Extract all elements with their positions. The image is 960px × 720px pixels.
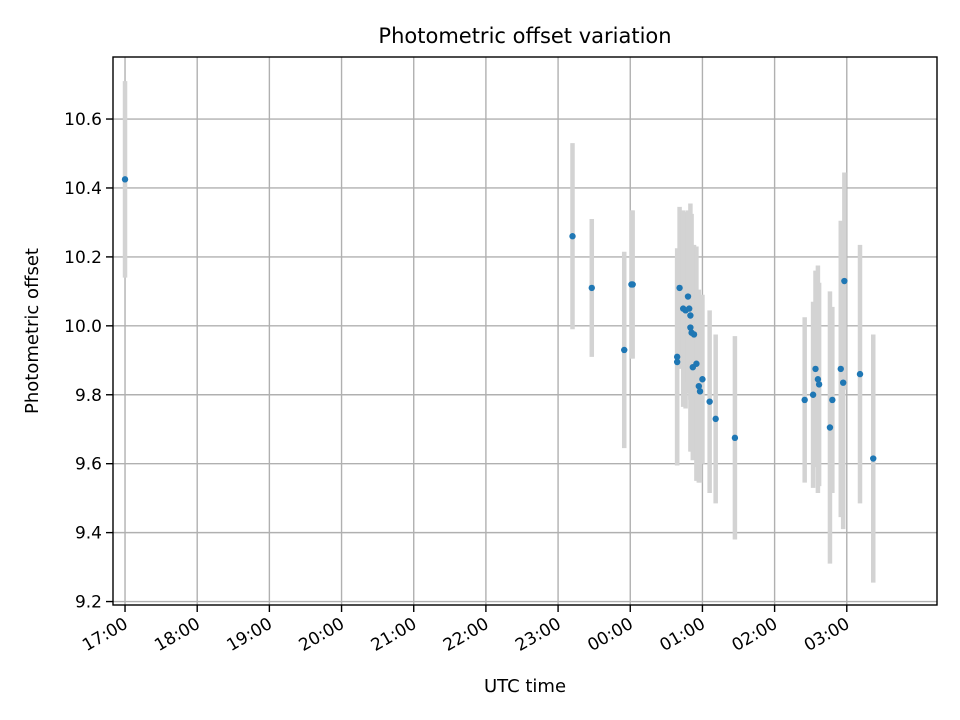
data-point xyxy=(684,293,692,300)
data-point xyxy=(588,284,595,292)
data-point xyxy=(809,391,817,398)
y-tick-label: 10.4 xyxy=(64,179,102,199)
data-point xyxy=(690,331,698,338)
y-tick-label: 10.0 xyxy=(64,317,102,337)
data-point xyxy=(870,455,877,462)
data-point xyxy=(837,365,844,373)
data-point xyxy=(695,382,703,390)
data-point xyxy=(121,176,129,183)
y-tick-label: 10.6 xyxy=(64,110,102,130)
y-tick-label: 9.2 xyxy=(75,593,102,613)
data-point xyxy=(673,353,681,361)
data-point xyxy=(676,284,683,292)
data-point xyxy=(815,381,823,388)
data-point xyxy=(687,312,694,319)
data-point xyxy=(812,365,819,373)
data-point xyxy=(629,281,636,288)
data-point xyxy=(826,424,834,431)
data-point xyxy=(696,388,704,395)
grid xyxy=(113,57,937,605)
data-point xyxy=(621,346,628,354)
data-point xyxy=(673,358,681,366)
data-point xyxy=(731,434,739,442)
data-points xyxy=(121,176,877,462)
data-point xyxy=(569,233,576,240)
data-point xyxy=(687,324,694,331)
x-axis-label: UTC time xyxy=(484,676,566,697)
y-axis: 9.2 9.4 9.6 9.8 10.0 10.2 10.4 10.6 xyxy=(64,110,113,613)
data-point xyxy=(839,379,847,386)
data-point xyxy=(712,415,719,423)
data-point xyxy=(685,305,693,312)
data-point xyxy=(841,277,848,285)
y-tick-label: 10.2 xyxy=(64,248,102,268)
y-tick-label: 9.4 xyxy=(75,524,102,544)
data-point xyxy=(699,376,706,383)
data-point xyxy=(829,396,836,404)
data-point xyxy=(856,370,864,378)
data-point xyxy=(706,398,713,405)
data-point xyxy=(693,360,700,367)
chart-title: Photometric offset variation xyxy=(378,24,671,48)
data-point xyxy=(801,396,808,404)
y-tick-label: 9.6 xyxy=(75,455,102,475)
y-tick-label: 9.8 xyxy=(75,386,102,406)
y-axis-label: Photometric offset xyxy=(22,248,43,414)
plot-frame xyxy=(112,56,938,606)
data-point xyxy=(814,376,822,383)
